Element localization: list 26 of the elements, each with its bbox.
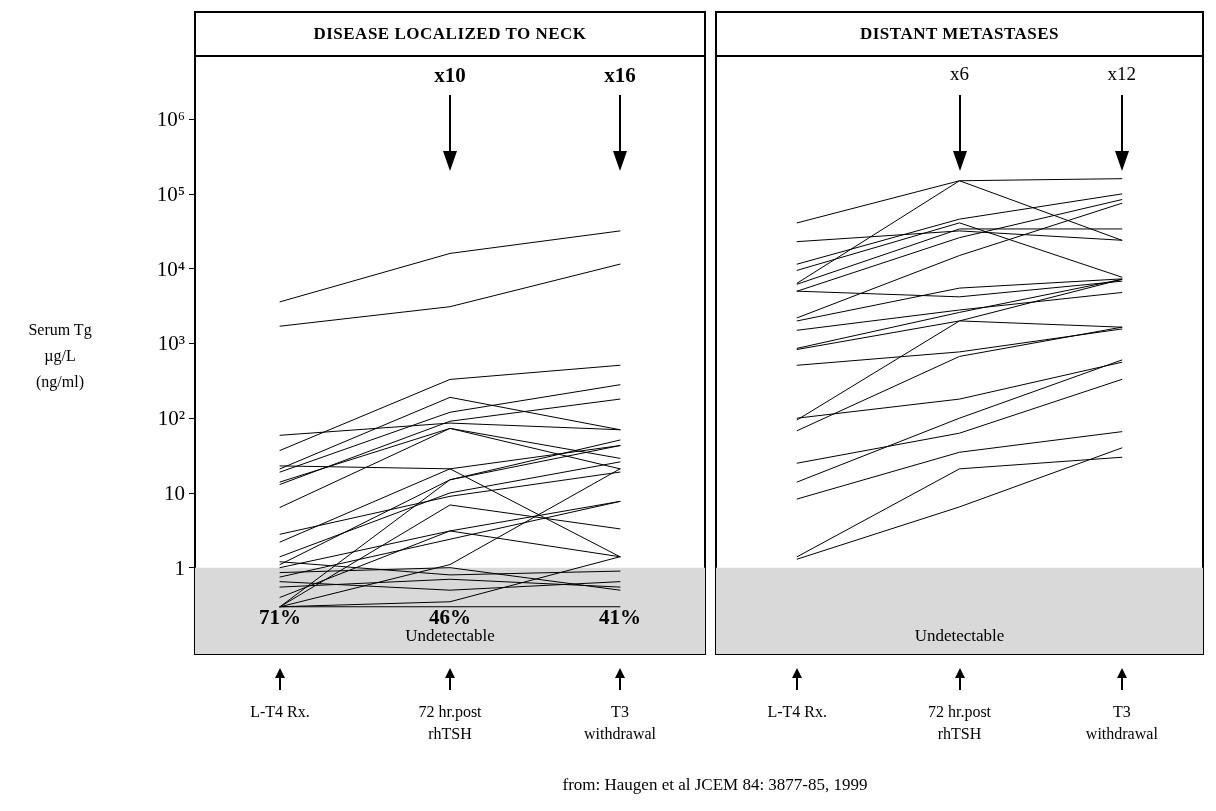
annotation: 46% [429,604,471,629]
y-axis-title: Serum Tg µg/L (ng/ml) [28,320,92,391]
x-tick-label: T3 withdrawal [1085,702,1159,742]
annotation: 71% [259,604,301,630]
annotation: x6 [950,63,969,85]
y-tick-label: 10⁴ [156,256,185,281]
band-label: Undetectable [405,626,495,645]
x-tick-label: 72 hr.post rhTSH [927,702,992,742]
text: from: Haugen et al JCEM 84: 3877-85, 1999 [562,775,868,795]
y-tick-label: 10² [157,406,185,431]
y-tick-label: 10⁵ [156,181,185,206]
x-tick-label: 72 hr.post rhTSH [418,702,483,742]
x-tick-label: L-T4 Rx. [767,702,827,720]
annotation: x10 [434,63,466,88]
y-tick-label: 10³ [157,331,185,356]
annotation: x12 [1107,63,1137,85]
y-tick-label: 10⁶ [156,107,185,132]
x-tick-label: T3 withdrawal [584,702,657,742]
x-tick-label: L-T4 Rx. [250,702,310,720]
band-label: Undetectable [914,626,1005,645]
y-tick-label: 10 [164,480,185,505]
chart-title: DISEASE LOCALIZED TO NECK [194,11,706,56]
annotation: 41% [599,604,641,630]
chart-title: DISTANT METASTASES [715,11,1204,56]
annotation: x16 [604,63,636,88]
y-tick-label: 1 [174,555,185,580]
